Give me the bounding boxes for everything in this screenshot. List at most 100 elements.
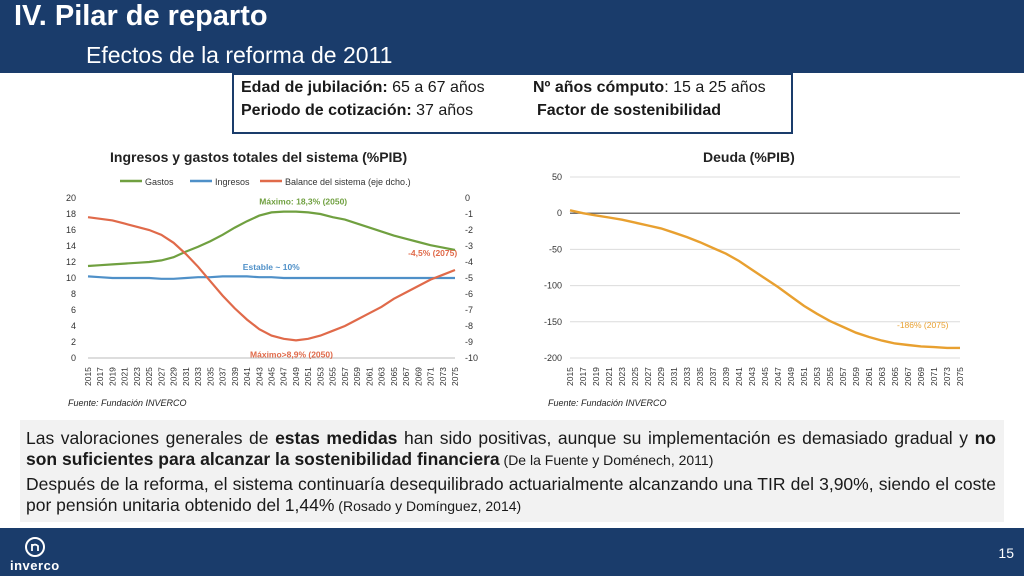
x-tick-label: 2049	[291, 367, 301, 386]
annotation-max-gastos: Máximo: 18,3% (2050)	[259, 197, 347, 207]
y-tick-label: -50	[549, 244, 562, 254]
y-tick-label: 18	[66, 209, 76, 219]
x-tick-label: 2069	[413, 367, 423, 386]
page-number: 15	[998, 545, 1014, 561]
x-tick-label: 2031	[181, 367, 191, 386]
footer-bar: inverco 15	[0, 528, 1024, 576]
x-tick-label: 2033	[682, 367, 692, 386]
page-title: IV. Pilar de reparto	[14, 0, 268, 32]
y2-tick-label: 0	[465, 193, 470, 203]
x-tick-label: 2019	[107, 367, 117, 386]
x-tick-label: 2065	[890, 367, 900, 386]
chart2-title: Deuda (%PIB)	[703, 149, 795, 165]
x-tick-label: 2045	[267, 367, 277, 386]
x-tick-label: 2053	[315, 367, 325, 386]
chart2-source: Fuente: Fundación INVERCO	[548, 398, 667, 408]
x-tick-label: 2069	[916, 367, 926, 386]
x-tick-label: 2059	[352, 367, 362, 386]
y2-tick-label: -8	[465, 321, 473, 331]
x-tick-label: 2041	[734, 367, 744, 386]
x-tick-label: 2039	[230, 367, 240, 386]
legend-label-1: Ingresos	[215, 177, 250, 187]
x-tick-label: 2037	[218, 367, 228, 386]
x-tick-label: 2071	[929, 367, 939, 386]
x-tick-label: 2047	[279, 367, 289, 386]
x-tick-label: 2049	[786, 367, 796, 386]
x-tick-label: 2051	[799, 367, 809, 386]
x-tick-label: 2017	[95, 367, 105, 386]
x-tick-label: 2051	[303, 367, 313, 386]
y-tick-label: 20	[66, 193, 76, 203]
annotation-stable-ingresos: Estable ~ 10%	[243, 262, 300, 272]
x-tick-label: 2055	[825, 367, 835, 386]
x-tick-label: 2039	[721, 367, 731, 386]
y-tick-label: 0	[557, 208, 562, 218]
y2-tick-label: -3	[465, 241, 473, 251]
x-tick-label: 2061	[864, 367, 874, 386]
annotation-balance-2075: -4,5% (2075)	[408, 248, 457, 258]
inverco-logo-text: inverco	[10, 558, 60, 573]
x-tick-label: 2019	[591, 367, 601, 386]
page-subtitle: Efectos de la reforma de 2011	[86, 42, 393, 68]
y-tick-label: 14	[66, 241, 76, 251]
y2-tick-label: -7	[465, 305, 473, 315]
x-tick-label: 2057	[340, 367, 350, 386]
computation-years: Nº años cómputo: 15 a 25 años	[533, 79, 766, 96]
series-line-gastos	[87, 210, 456, 268]
header-bar: IV. Pilar de reparto Efectos de la refor…	[0, 0, 1024, 73]
x-tick-label: 2037	[708, 367, 718, 386]
x-tick-label: 2033	[193, 367, 203, 386]
x-tick-label: 2063	[377, 367, 387, 386]
y-tick-label: -150	[544, 317, 562, 327]
x-tick-label: 2057	[838, 367, 848, 386]
inverco-logo-icon	[25, 537, 45, 557]
annotation-max-deficit: Máximo>8,9% (2050)	[250, 349, 333, 359]
x-tick-label: 2061	[364, 367, 374, 386]
series-line-ingresos	[87, 275, 455, 280]
x-tick-label: 2041	[242, 367, 252, 386]
x-tick-label: 2043	[747, 367, 757, 386]
annotation-debt-2075: -186% (2075)	[897, 320, 949, 330]
x-tick-label: 2047	[773, 367, 783, 386]
y2-tick-label: -5	[465, 273, 473, 283]
y2-tick-label: -6	[465, 289, 473, 299]
x-tick-label: 2023	[132, 367, 142, 386]
x-tick-label: 2043	[254, 367, 264, 386]
y-tick-label: 50	[552, 172, 562, 182]
series-line-deuda	[569, 209, 960, 350]
paragraph-after-reform: Después de la reforma, el sistema contin…	[26, 474, 996, 515]
contribution-period: Periodo de cotización: 37 años	[241, 102, 474, 119]
x-tick-label: 2045	[760, 367, 770, 386]
y-tick-label: 0	[71, 353, 76, 363]
x-tick-label: 2067	[401, 367, 411, 386]
x-tick-label: 2021	[120, 367, 130, 386]
x-tick-label: 2073	[438, 367, 448, 386]
x-tick-label: 2073	[942, 367, 952, 386]
x-tick-label: 2035	[205, 367, 215, 386]
legend-label-2: Balance del sistema (eje dcho.)	[285, 177, 411, 187]
x-tick-label: 2027	[156, 367, 166, 386]
paragraph-assessment: Las valoraciones generales de estas medi…	[26, 428, 996, 469]
x-tick-label: 2063	[877, 367, 887, 386]
x-tick-label: 2029	[169, 367, 179, 386]
y-tick-label: -200	[544, 353, 562, 363]
x-tick-label: 2017	[578, 367, 588, 386]
y-tick-label: 6	[71, 305, 76, 315]
y-tick-label: 10	[66, 273, 76, 283]
y-tick-label: 4	[71, 321, 76, 331]
y-tick-label: 16	[66, 225, 76, 235]
x-tick-label: 2075	[450, 367, 460, 386]
x-tick-label: 2029	[656, 367, 666, 386]
x-tick-label: 2065	[389, 367, 399, 386]
conclusions-box: Las valoraciones generales de estas medi…	[20, 420, 1004, 522]
y-tick-label: 12	[66, 257, 76, 267]
x-tick-label: 2055	[328, 367, 338, 386]
x-tick-label: 2021	[604, 367, 614, 386]
x-tick-label: 2067	[903, 367, 913, 386]
sustainability-factor: Factor de sostenibilidad	[537, 102, 722, 119]
retirement-age: Edad de jubilación: 65 a 67 años	[241, 79, 485, 96]
y-tick-label: 2	[71, 337, 76, 347]
legend-label-0: Gastos	[145, 177, 174, 187]
x-tick-label: 2071	[426, 367, 436, 386]
